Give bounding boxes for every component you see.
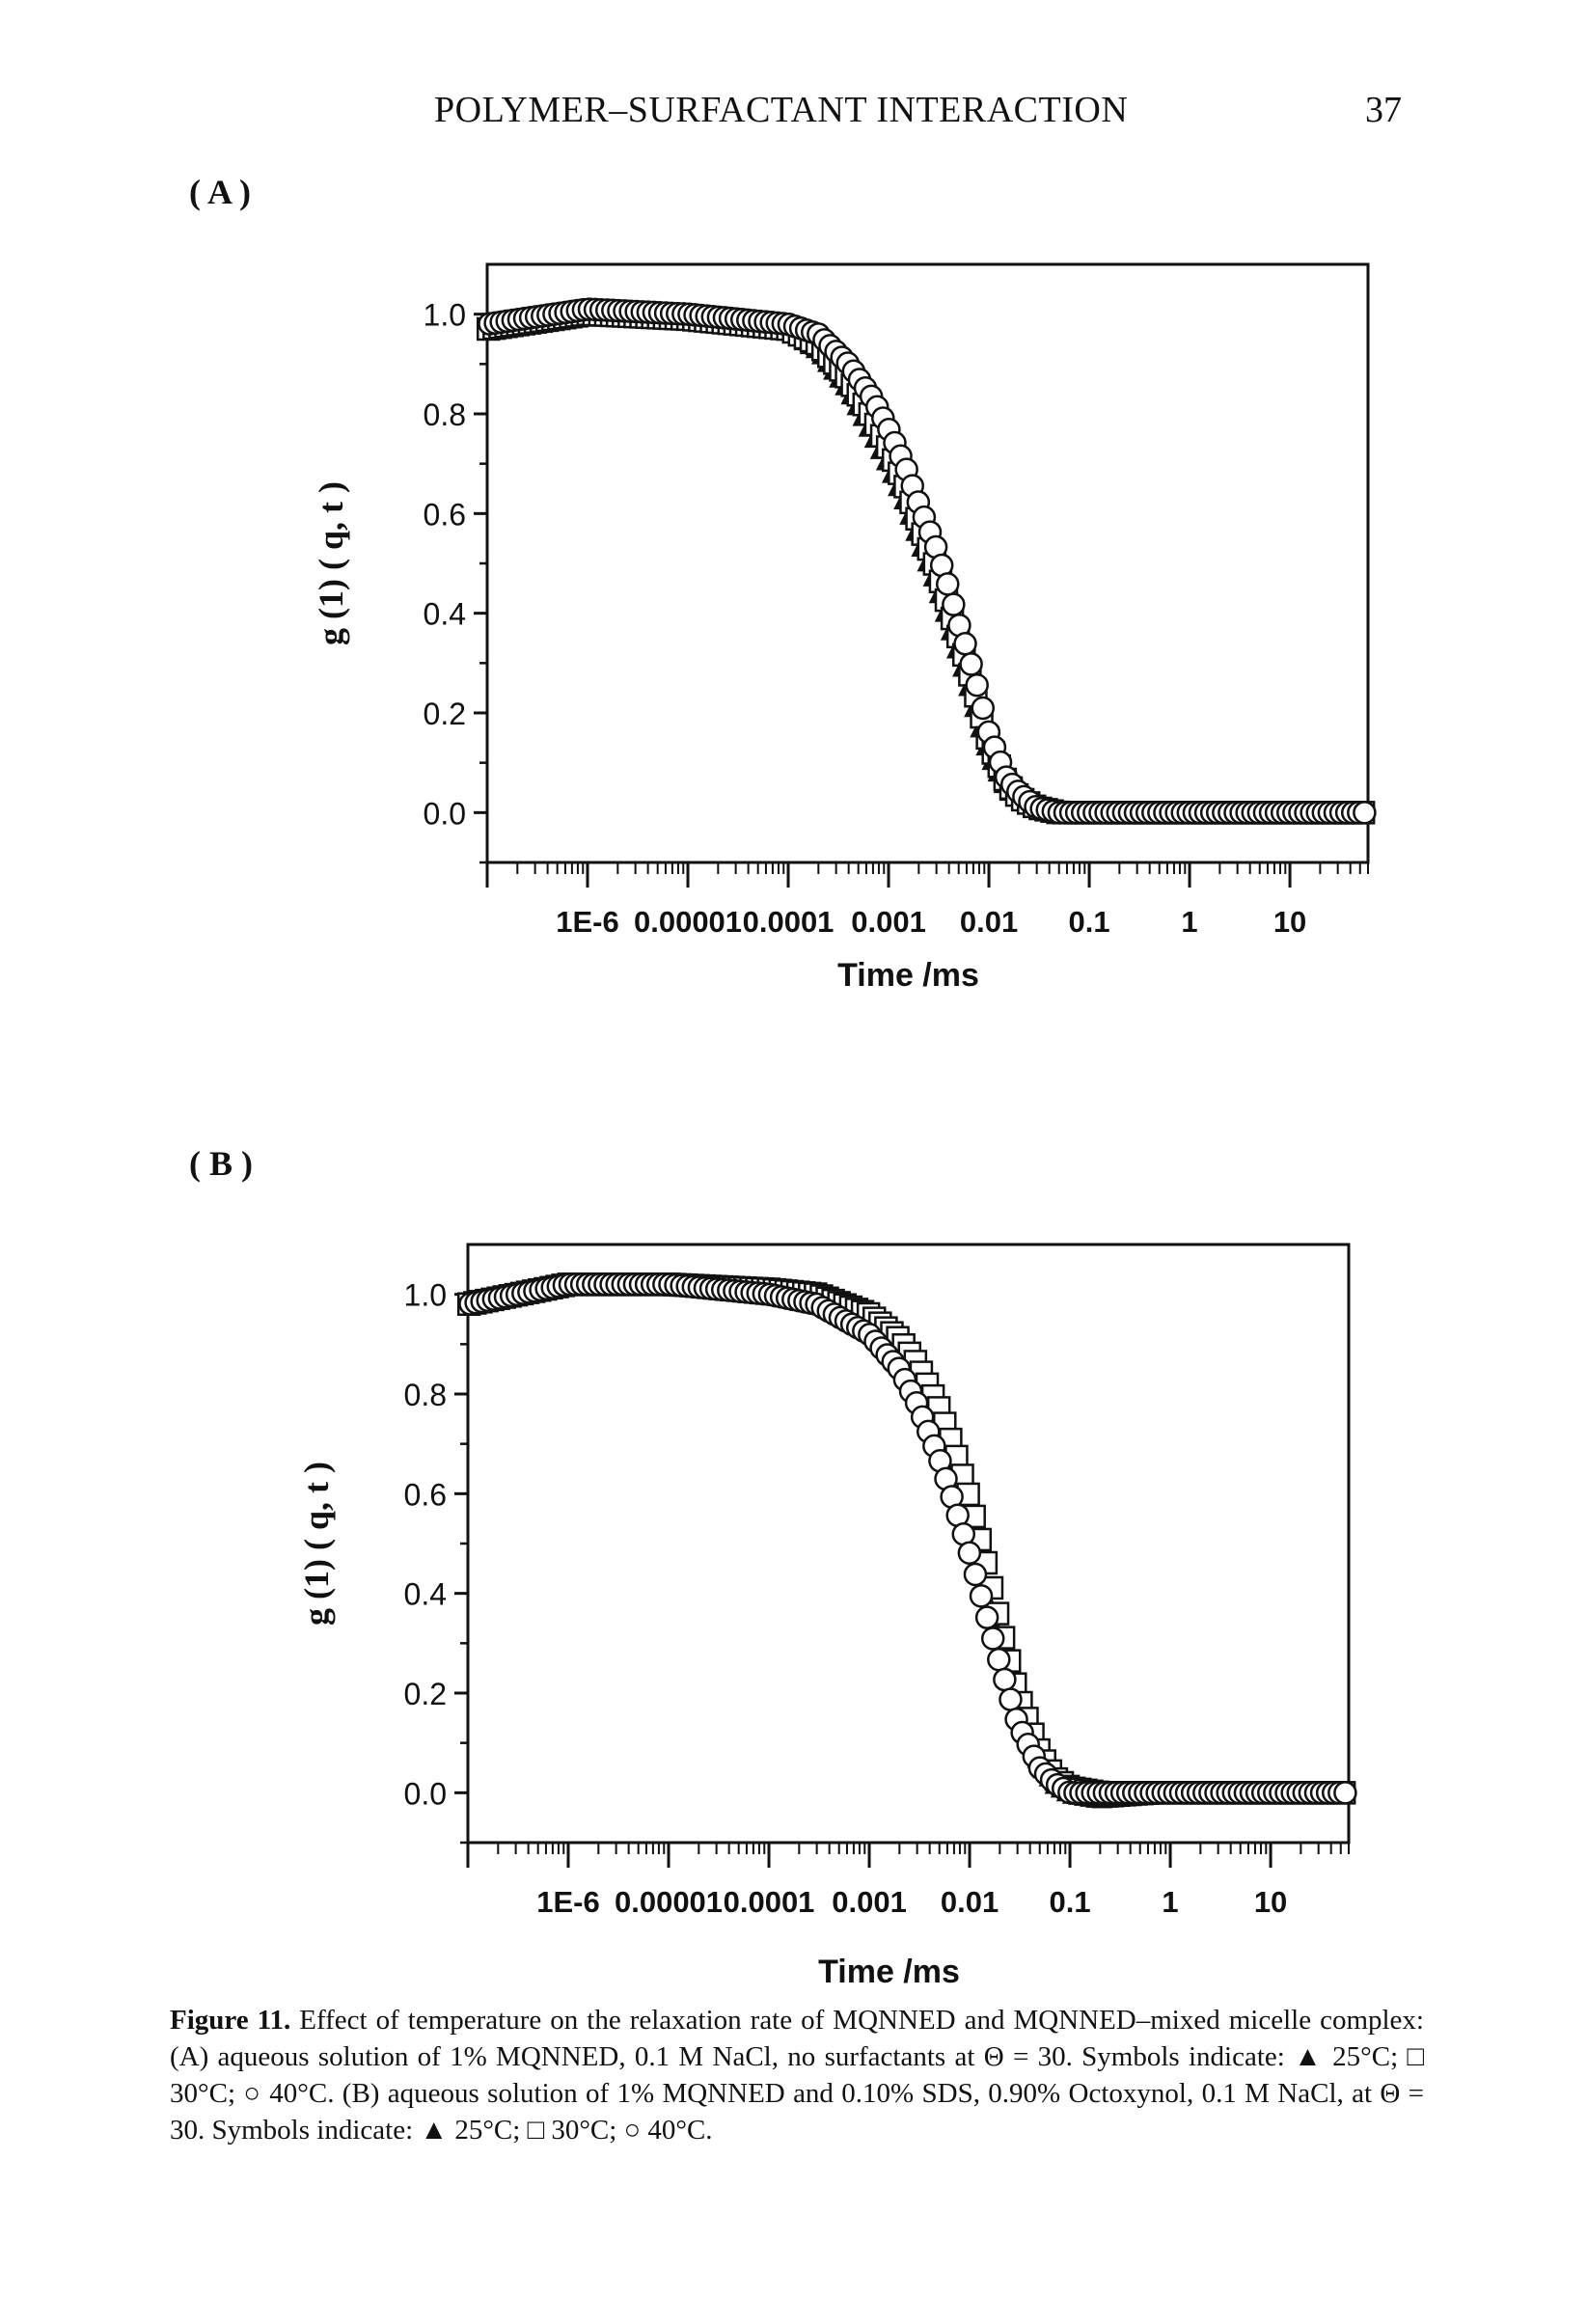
x-tick-label: 0.0001 [743,905,835,939]
y-tick-label: 0.2 [404,1677,447,1711]
x-tick-label: 0.1 [1049,1885,1090,1919]
y-tick-label: 0.4 [424,597,466,632]
y-axis-label: g (1) ( q, t ) [312,481,350,645]
marker-circle [1333,1781,1357,1805]
x-tick-label: 1 [1181,905,1197,939]
y-tick-label: 0.6 [404,1477,447,1512]
panel-a-label: ( A ) [189,173,252,211]
figure-caption: Figure 11. Effect of temperature on the … [170,2002,1424,2148]
marker-circle [1353,801,1377,825]
y-tick-label: 0.0 [404,1776,447,1811]
x-tick-label: 0.001 [832,1885,907,1919]
y-tick-label: 0.6 [424,497,466,532]
chart-a: 0.0 0.2 0.4 0.6 0.8 1.0 1E-6 0.00001 0.0001 0.001… [312,262,1377,994]
marker-circle [969,1584,994,1608]
marker-circle [971,696,996,721]
y-tick-label: 0.0 [424,796,466,831]
caption-text: Effect of temperature on the relaxation … [170,2005,1424,2146]
caption-lead: Figure 11. [170,2005,291,2036]
series-square [456,1272,1356,1805]
marker-circle [965,672,989,697]
x-tick-label: 10 [1273,905,1306,939]
x-axis-label: Time /ms [837,957,979,994]
marker-circle [957,1541,982,1566]
x-tick-label: 10 [1254,1885,1287,1919]
y-tick-label: 0.8 [424,397,466,432]
marker-circle [942,592,966,616]
x-axis-label: Time /ms [818,1954,960,1990]
x-tick-label: 1E-6 [536,1885,599,1919]
marker-circle [974,1605,999,1629]
marker-circle [959,652,983,676]
running-title: POLYMER–SURFACTANT INTERACTION [434,90,1129,130]
series-square [476,302,1376,825]
y-tick-label: 0.2 [424,697,466,731]
y-tick-label: 0.8 [404,1378,447,1412]
marker-circle [987,1647,1011,1672]
x-tick-label: 0.01 [941,1885,999,1919]
x-tick-label: 0.001 [851,905,926,939]
x-tick-label: 0.00001 [634,905,742,939]
chart-b: 0.0 0.2 0.4 0.6 0.8 1.0 1E-6 0.00001 0.0001 0.001… [297,1243,1357,1990]
marker-circle [936,572,960,596]
marker-circle [963,1562,988,1587]
series-circle [478,297,1377,825]
x-tick-label: 0.01 [960,905,1018,939]
y-tick-label: 1.0 [404,1278,447,1313]
marker-circle [999,1687,1023,1711]
marker-circle [953,632,977,656]
page-number: 37 [1365,90,1402,130]
marker-circle [980,1627,1005,1651]
marker-circle [993,1667,1017,1692]
series-circle [458,1272,1357,1805]
x-tick-label: 1E-6 [556,905,618,939]
panel-b-label: ( B ) [189,1144,253,1183]
y-tick-label: 1.0 [424,298,466,333]
y-axis-label: g (1) ( q, t ) [297,1462,336,1626]
y-tick-label: 0.4 [404,1577,447,1612]
x-tick-label: 0.1 [1068,905,1109,939]
x-tick-label: 1 [1162,1885,1178,1919]
x-tick-label: 0.0001 [724,1885,815,1919]
x-tick-label: 0.00001 [615,1885,723,1919]
